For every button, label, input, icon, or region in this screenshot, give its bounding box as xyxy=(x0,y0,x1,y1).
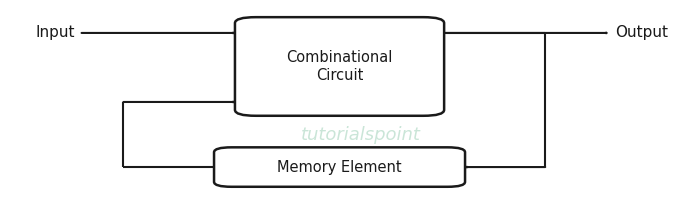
FancyBboxPatch shape xyxy=(214,147,465,187)
Text: Output: Output xyxy=(615,25,668,40)
Text: Combinational
Circuit: Combinational Circuit xyxy=(286,50,393,83)
Text: Memory Element: Memory Element xyxy=(277,160,402,175)
Text: tutorialspoint: tutorialspoint xyxy=(300,127,421,144)
FancyBboxPatch shape xyxy=(235,17,444,116)
Text: Input: Input xyxy=(35,25,75,40)
